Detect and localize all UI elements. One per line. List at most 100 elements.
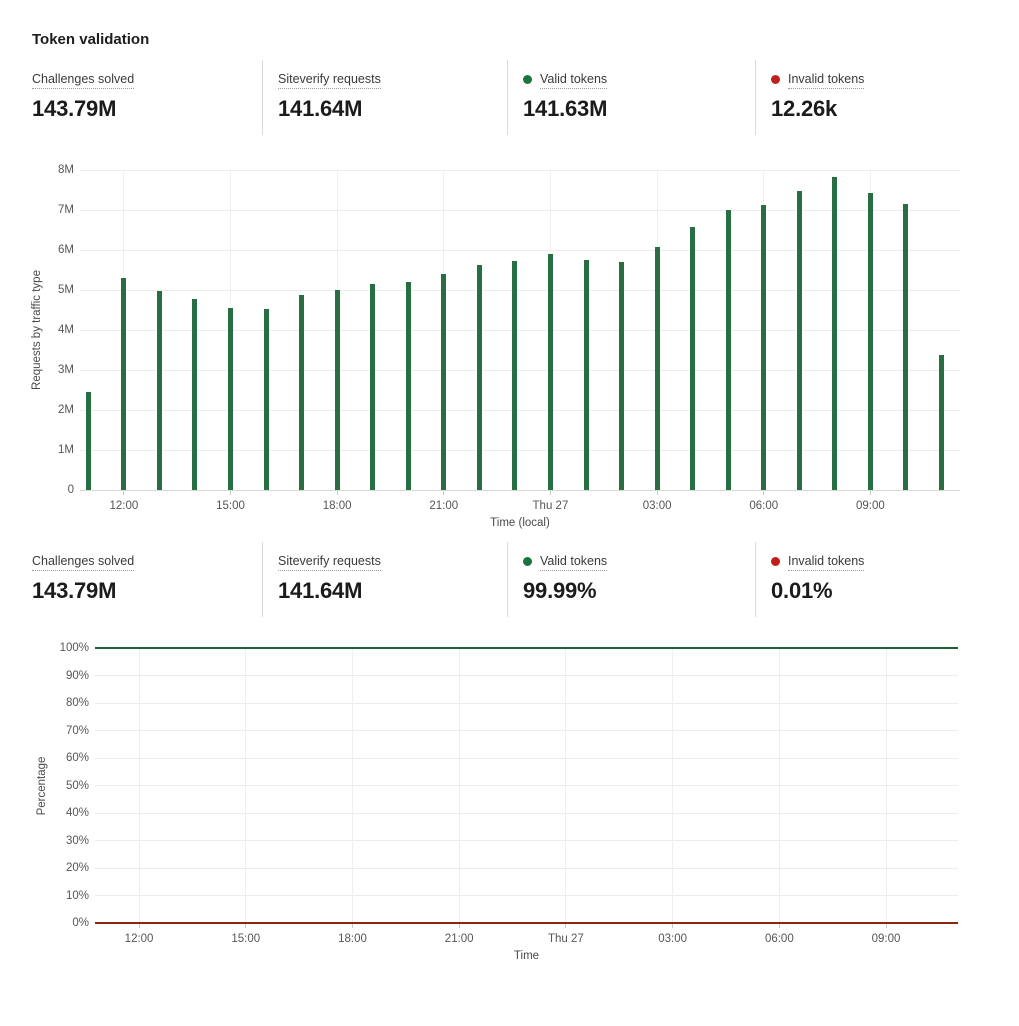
bar-valid-tokens (654, 246, 660, 490)
y-tick-label: 6M (58, 244, 74, 256)
x-axis-tick (549, 491, 551, 495)
gridline-vertical (885, 648, 887, 923)
bar-valid-tokens (690, 227, 696, 490)
bar-valid-tokens (867, 192, 873, 490)
x-tick-label: 21:00 (444, 933, 474, 945)
gridline-vertical (778, 648, 780, 923)
stat-label-siteverify-requests[interactable]: Siteverify requests (278, 554, 381, 571)
x-axis-tick (230, 491, 231, 495)
y-tick-label: 100% (59, 642, 89, 654)
gridline-vertical (123, 170, 125, 490)
x-axis-title: Time (local) (490, 517, 550, 529)
stat-label-valid-tokens[interactable]: Valid tokens (540, 72, 608, 89)
stats-row-counts: Challenges solved 143.79M Siteverify req… (0, 58, 1019, 136)
gridline-vertical (351, 648, 353, 923)
x-axis-line (80, 490, 960, 491)
x-axis-tick (123, 491, 125, 495)
x-tick-label: 09:00 (871, 933, 901, 945)
x-tick-label: Thu 27 (548, 933, 584, 945)
y-tick-label: 60% (65, 752, 89, 764)
page-title: Token validation (32, 31, 150, 48)
stats-divider (507, 60, 508, 135)
bar-valid-tokens (370, 284, 376, 490)
gridline-horizontal (95, 675, 958, 676)
x-tick-label: Thu 27 (532, 500, 569, 512)
x-axis-tick (245, 924, 247, 928)
stats-divider (755, 60, 756, 135)
x-axis-tick (138, 924, 140, 928)
stat-value-challenges-solved: 143.79M (32, 96, 117, 121)
bar-valid-tokens (619, 262, 625, 490)
gridline-horizontal (95, 895, 958, 896)
stat-label-siteverify-requests[interactable]: Siteverify requests (278, 72, 381, 89)
plot-area[interactable] (80, 170, 960, 490)
x-axis-tick (763, 491, 765, 495)
plot-area[interactable] (95, 648, 958, 923)
stat-siteverify-requests: Siteverify requests 141.64M (278, 58, 492, 122)
stats-divider (262, 60, 263, 135)
x-tick-label: 09:00 (856, 500, 885, 512)
stat-label-invalid-tokens[interactable]: Invalid tokens (788, 554, 865, 571)
y-tick-label: 8M (58, 164, 74, 176)
invalid-tokens-dot-icon (771, 74, 780, 84)
gridline-vertical (869, 170, 871, 490)
stat-valid-tokens: Valid tokens 141.63M (523, 58, 739, 122)
gridline-horizontal (95, 757, 958, 759)
gridline-vertical (458, 648, 460, 923)
stat-value-invalid-tokens: 12.26k (771, 96, 838, 121)
bar-valid-tokens (228, 308, 233, 490)
stat-label-invalid-tokens[interactable]: Invalid tokens (788, 72, 865, 89)
gridline-horizontal (95, 785, 958, 786)
gridline-horizontal (95, 647, 958, 649)
stat-value-invalid-tokens: 0.01% (771, 578, 833, 603)
gridline-horizontal (80, 489, 960, 491)
stat-value-valid-tokens: 99.99% (523, 578, 597, 603)
bar-valid-tokens (796, 191, 802, 490)
invalid-tokens-dot-icon (771, 556, 780, 566)
stat-value-valid-tokens: 141.63M (523, 96, 608, 121)
gridline-horizontal (95, 867, 958, 869)
bar-valid-tokens (121, 278, 127, 490)
stats-divider (262, 542, 263, 617)
y-tick-label: 80% (65, 697, 89, 709)
y-tick-label: 7M (58, 204, 74, 216)
stat-value-siteverify-requests: 141.64M (278, 578, 363, 603)
y-axis-title: Requests by traffic type (31, 270, 43, 390)
y-tick-label: 1M (58, 444, 74, 456)
bar-valid-tokens (939, 354, 944, 490)
bar-valid-tokens (832, 177, 838, 490)
bar-valid-tokens (192, 298, 198, 490)
gridline-vertical (549, 170, 551, 490)
stat-label-challenges-solved[interactable]: Challenges solved (32, 72, 135, 89)
x-tick-label: 15:00 (231, 933, 261, 945)
gridline-horizontal (80, 209, 960, 211)
gridline-vertical (656, 170, 658, 490)
x-tick-label: 12:00 (124, 933, 154, 945)
y-tick-label: 30% (65, 834, 89, 847)
x-axis-tick (656, 491, 658, 495)
bar-valid-tokens (761, 205, 767, 490)
bar-valid-tokens (156, 290, 162, 490)
stat-valid-tokens-pct: Valid tokens 99.99% (523, 540, 739, 604)
gridline-horizontal (80, 169, 960, 171)
x-axis-title: Time (513, 950, 540, 962)
x-tick-label: 15:00 (216, 500, 245, 512)
series-line-invalid-tokens (95, 921, 958, 924)
y-tick-label: 3M (58, 364, 74, 376)
gridline-horizontal (95, 702, 958, 704)
bar-valid-tokens (725, 210, 731, 490)
x-tick-label: 06:00 (749, 500, 779, 512)
x-tick-label: 03:00 (658, 933, 687, 945)
y-tick-label: 40% (65, 807, 89, 819)
gridline-horizontal (95, 730, 958, 731)
bar-valid-tokens (476, 265, 482, 490)
y-tick-label: 70% (65, 724, 89, 737)
stat-label-challenges-solved[interactable]: Challenges solved (32, 554, 135, 571)
gridline-vertical (336, 170, 338, 490)
x-axis-tick (458, 924, 460, 928)
y-tick-label: 10% (65, 889, 89, 902)
stat-label-valid-tokens[interactable]: Valid tokens (540, 554, 608, 571)
y-axis-title: Percentage (36, 756, 48, 815)
x-tick-label: 03:00 (642, 500, 672, 512)
